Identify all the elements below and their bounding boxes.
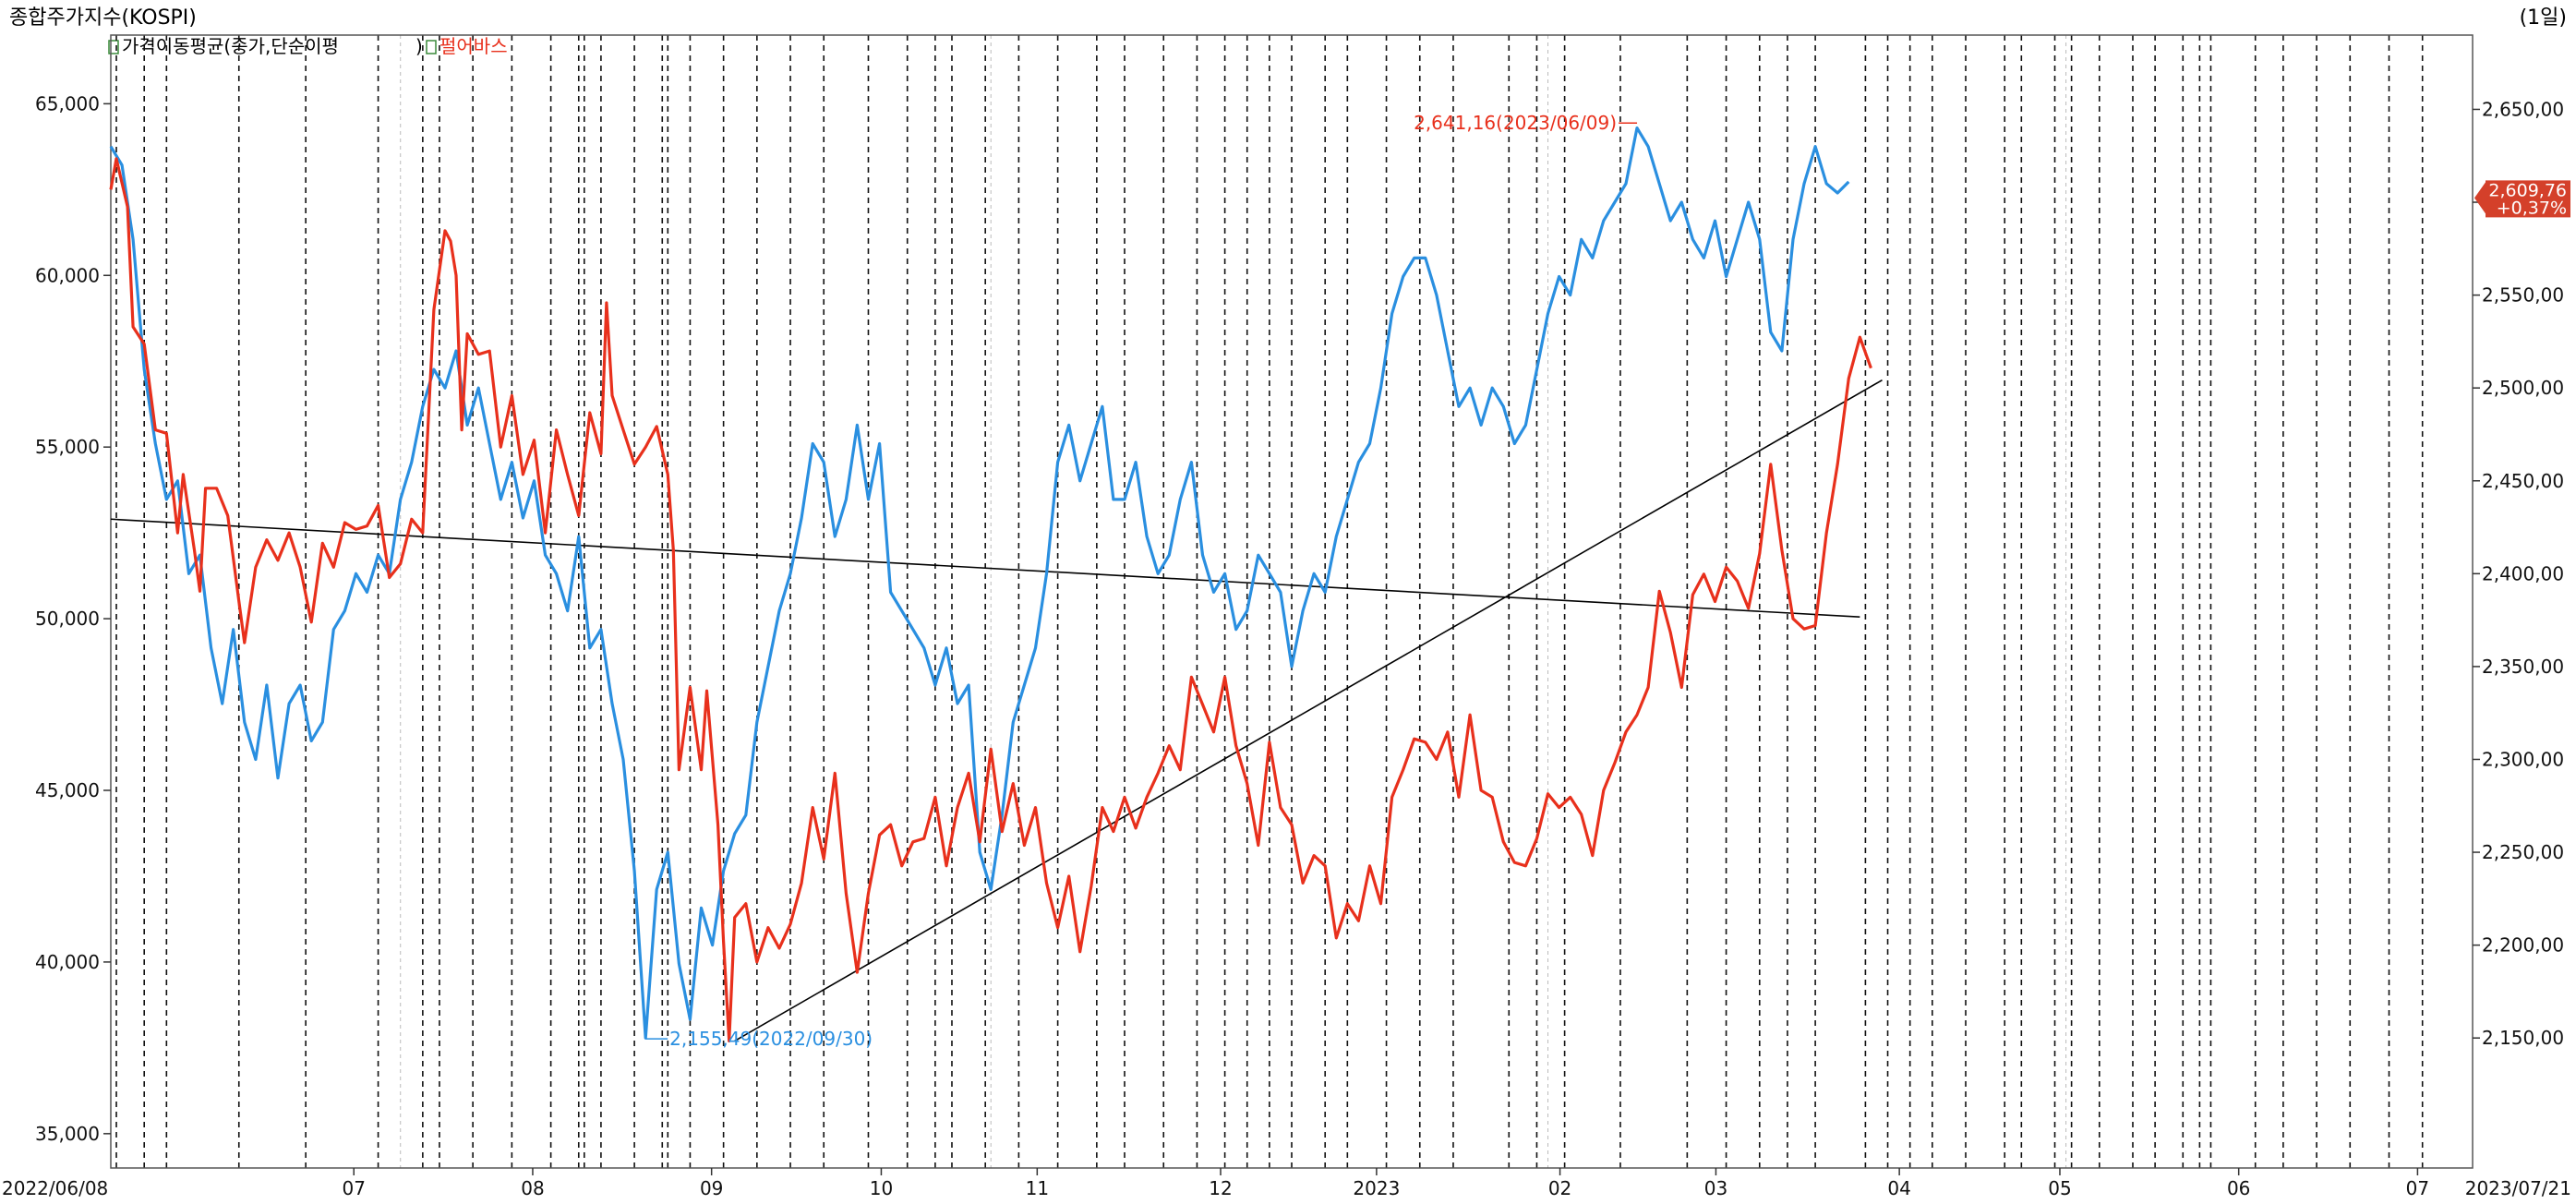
moving-average-line <box>109 126 1850 1040</box>
x-tick-label: 08 <box>521 1177 544 1199</box>
x-tick-label: 12 <box>1209 1177 1232 1199</box>
legend-marker-icon <box>108 40 119 54</box>
x-tick-label: 11 <box>1026 1177 1049 1199</box>
x-tick-label: 04 <box>1887 1177 1910 1199</box>
right-tick-label: 2,300,00 <box>2482 748 2564 770</box>
x-tick-label: 2023/07/21 <box>2465 1177 2571 1199</box>
right-tick-label: 2,550,00 <box>2482 284 2564 307</box>
left-tick-label: 50,000 <box>35 608 100 630</box>
current-value-text: 2,609,76 <box>2488 180 2567 200</box>
right-tick-label: 2,200,00 <box>2482 934 2564 957</box>
x-tick-label: 03 <box>1704 1177 1727 1199</box>
x-tick-label: 09 <box>700 1177 723 1199</box>
grid-lines <box>115 35 2424 1168</box>
x-tick-label: 10 <box>870 1177 893 1199</box>
right-tick-label: 2,400,00 <box>2482 562 2564 584</box>
trendline <box>110 518 1860 619</box>
plot-frame <box>110 34 2474 1169</box>
legend: 가격이동평균(종가,단순이평 펄어바스) <box>108 35 508 57</box>
trendline <box>734 379 1883 1042</box>
legend-suffix: ) <box>415 35 423 57</box>
x-tick-label: 2022/06/08 <box>2 1177 108 1199</box>
left-tick-label: 45,000 <box>35 779 100 801</box>
left-tick-label: 55,000 <box>35 436 100 458</box>
pearlabyss-line <box>109 157 1872 1042</box>
right-tick-label: 2,650,00 <box>2482 98 2564 120</box>
left-tick-label: 35,000 <box>35 1123 100 1145</box>
period-label: (1일) <box>2520 6 2567 30</box>
chart-title: 종합주가지수(KOSPI) <box>9 6 197 30</box>
axes: 35,000 40,000 45,000 50,000 55,000 60,000 65,0… <box>2 34 2571 1199</box>
current-change-text: +0,37% <box>2497 198 2567 218</box>
right-tick-label: 2,150,00 <box>2482 1027 2564 1049</box>
x-tick-label: 02 <box>1548 1177 1571 1199</box>
right-tick-label: 2,500,00 <box>2482 377 2564 399</box>
x-tick-label: 05 <box>2048 1177 2071 1199</box>
legend-label: 가격이동평균(종가,단순이평 <box>122 35 339 57</box>
series-lines <box>109 126 1872 1042</box>
right-tick-label: 2,350,00 <box>2482 656 2564 678</box>
x-tick-label: 07 <box>343 1177 366 1199</box>
current-value-badge <box>2486 180 2570 218</box>
low-annotation: 2,155,49(2022/09/30) <box>669 1028 873 1050</box>
peak-annotation: 2,641,16(2023/06/09) <box>1414 112 1617 134</box>
annotations: 2,641,16(2023/06/09) 2,155,49(2022/09/30)… <box>645 112 2570 1050</box>
current-value-pointer-icon <box>2474 182 2486 214</box>
x-tick-label: 2023 <box>1353 1177 1400 1199</box>
x-tick-label: 07 <box>2406 1177 2429 1199</box>
right-tick-label: 2,250,00 <box>2482 841 2564 863</box>
legend-marker-icon <box>426 40 437 54</box>
left-tick-label: 60,000 <box>35 264 100 286</box>
trendlines[interactable] <box>110 379 1883 1042</box>
left-tick-label: 65,000 <box>35 92 100 114</box>
x-tick-label: 06 <box>2227 1177 2250 1199</box>
right-tick-label: 2,450,00 <box>2482 470 2564 492</box>
left-tick-label: 40,000 <box>35 951 100 973</box>
